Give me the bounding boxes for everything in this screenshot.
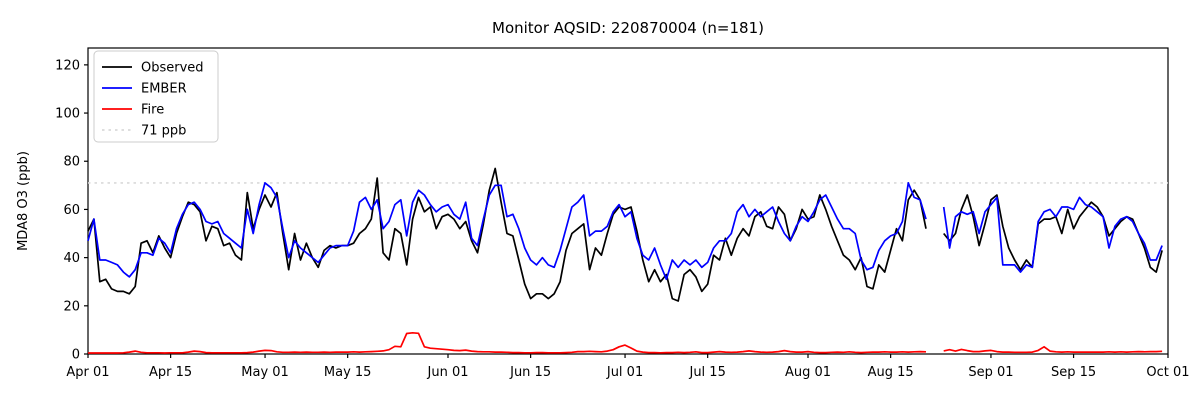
x-tick-label: Jun 15: [509, 365, 551, 380]
x-axis-ticks: Apr 01 Apr 15 May 01 May 15 Jun 01 Jun 15 Jul …: [66, 354, 1190, 380]
y-tick-label: 80: [63, 155, 80, 170]
legend-entry-label: 71 ppb: [141, 124, 186, 139]
legend-entry-label: Fire: [141, 103, 164, 118]
y-axis-label: MDA8 O3 (ppb): [16, 151, 31, 251]
fire-line: [943, 345, 1163, 354]
y-tick-label: 20: [63, 299, 80, 314]
x-tick-label: Aug 15: [868, 365, 914, 380]
y-tick-label: 40: [63, 251, 80, 266]
y-tick-label: 0: [72, 348, 80, 363]
plot-area: [87, 47, 1169, 355]
observed-line: [87, 167, 927, 302]
legend: Observed EMBER Fire 71 ppb: [93, 50, 219, 143]
series-lines: [87, 167, 1163, 354]
x-tick-label: May 15: [324, 365, 372, 380]
x-tick-label: Jun 01: [427, 365, 469, 380]
legend-box: [93, 50, 219, 143]
x-tick-label: Sep 15: [1051, 365, 1096, 380]
ember-line: [87, 182, 927, 281]
y-tick-label: 60: [63, 203, 80, 218]
y-axis-ticks: 0 20 40 60 80 100 120: [55, 58, 88, 363]
x-tick-label: Sep 01: [968, 365, 1013, 380]
ember-line: [942, 196, 1163, 273]
fire-line: [88, 331, 927, 354]
legend-entry-label: Observed: [141, 61, 204, 76]
y-tick-label: 100: [55, 107, 80, 122]
y-tick-label: 120: [55, 58, 80, 73]
chart-title: Monitor AQSID: 220870004 (n=181): [492, 19, 764, 37]
x-tick-label: Oct 01: [1146, 365, 1189, 380]
legend-entry-label: EMBER: [141, 82, 187, 97]
x-tick-label: Jul 01: [606, 365, 643, 380]
x-tick-label: Jul 15: [688, 365, 725, 380]
x-tick-label: Apr 15: [149, 365, 192, 380]
x-tick-label: Apr 01: [66, 365, 109, 380]
x-tick-label: May 01: [241, 365, 289, 380]
x-tick-label: Aug 01: [785, 365, 831, 380]
